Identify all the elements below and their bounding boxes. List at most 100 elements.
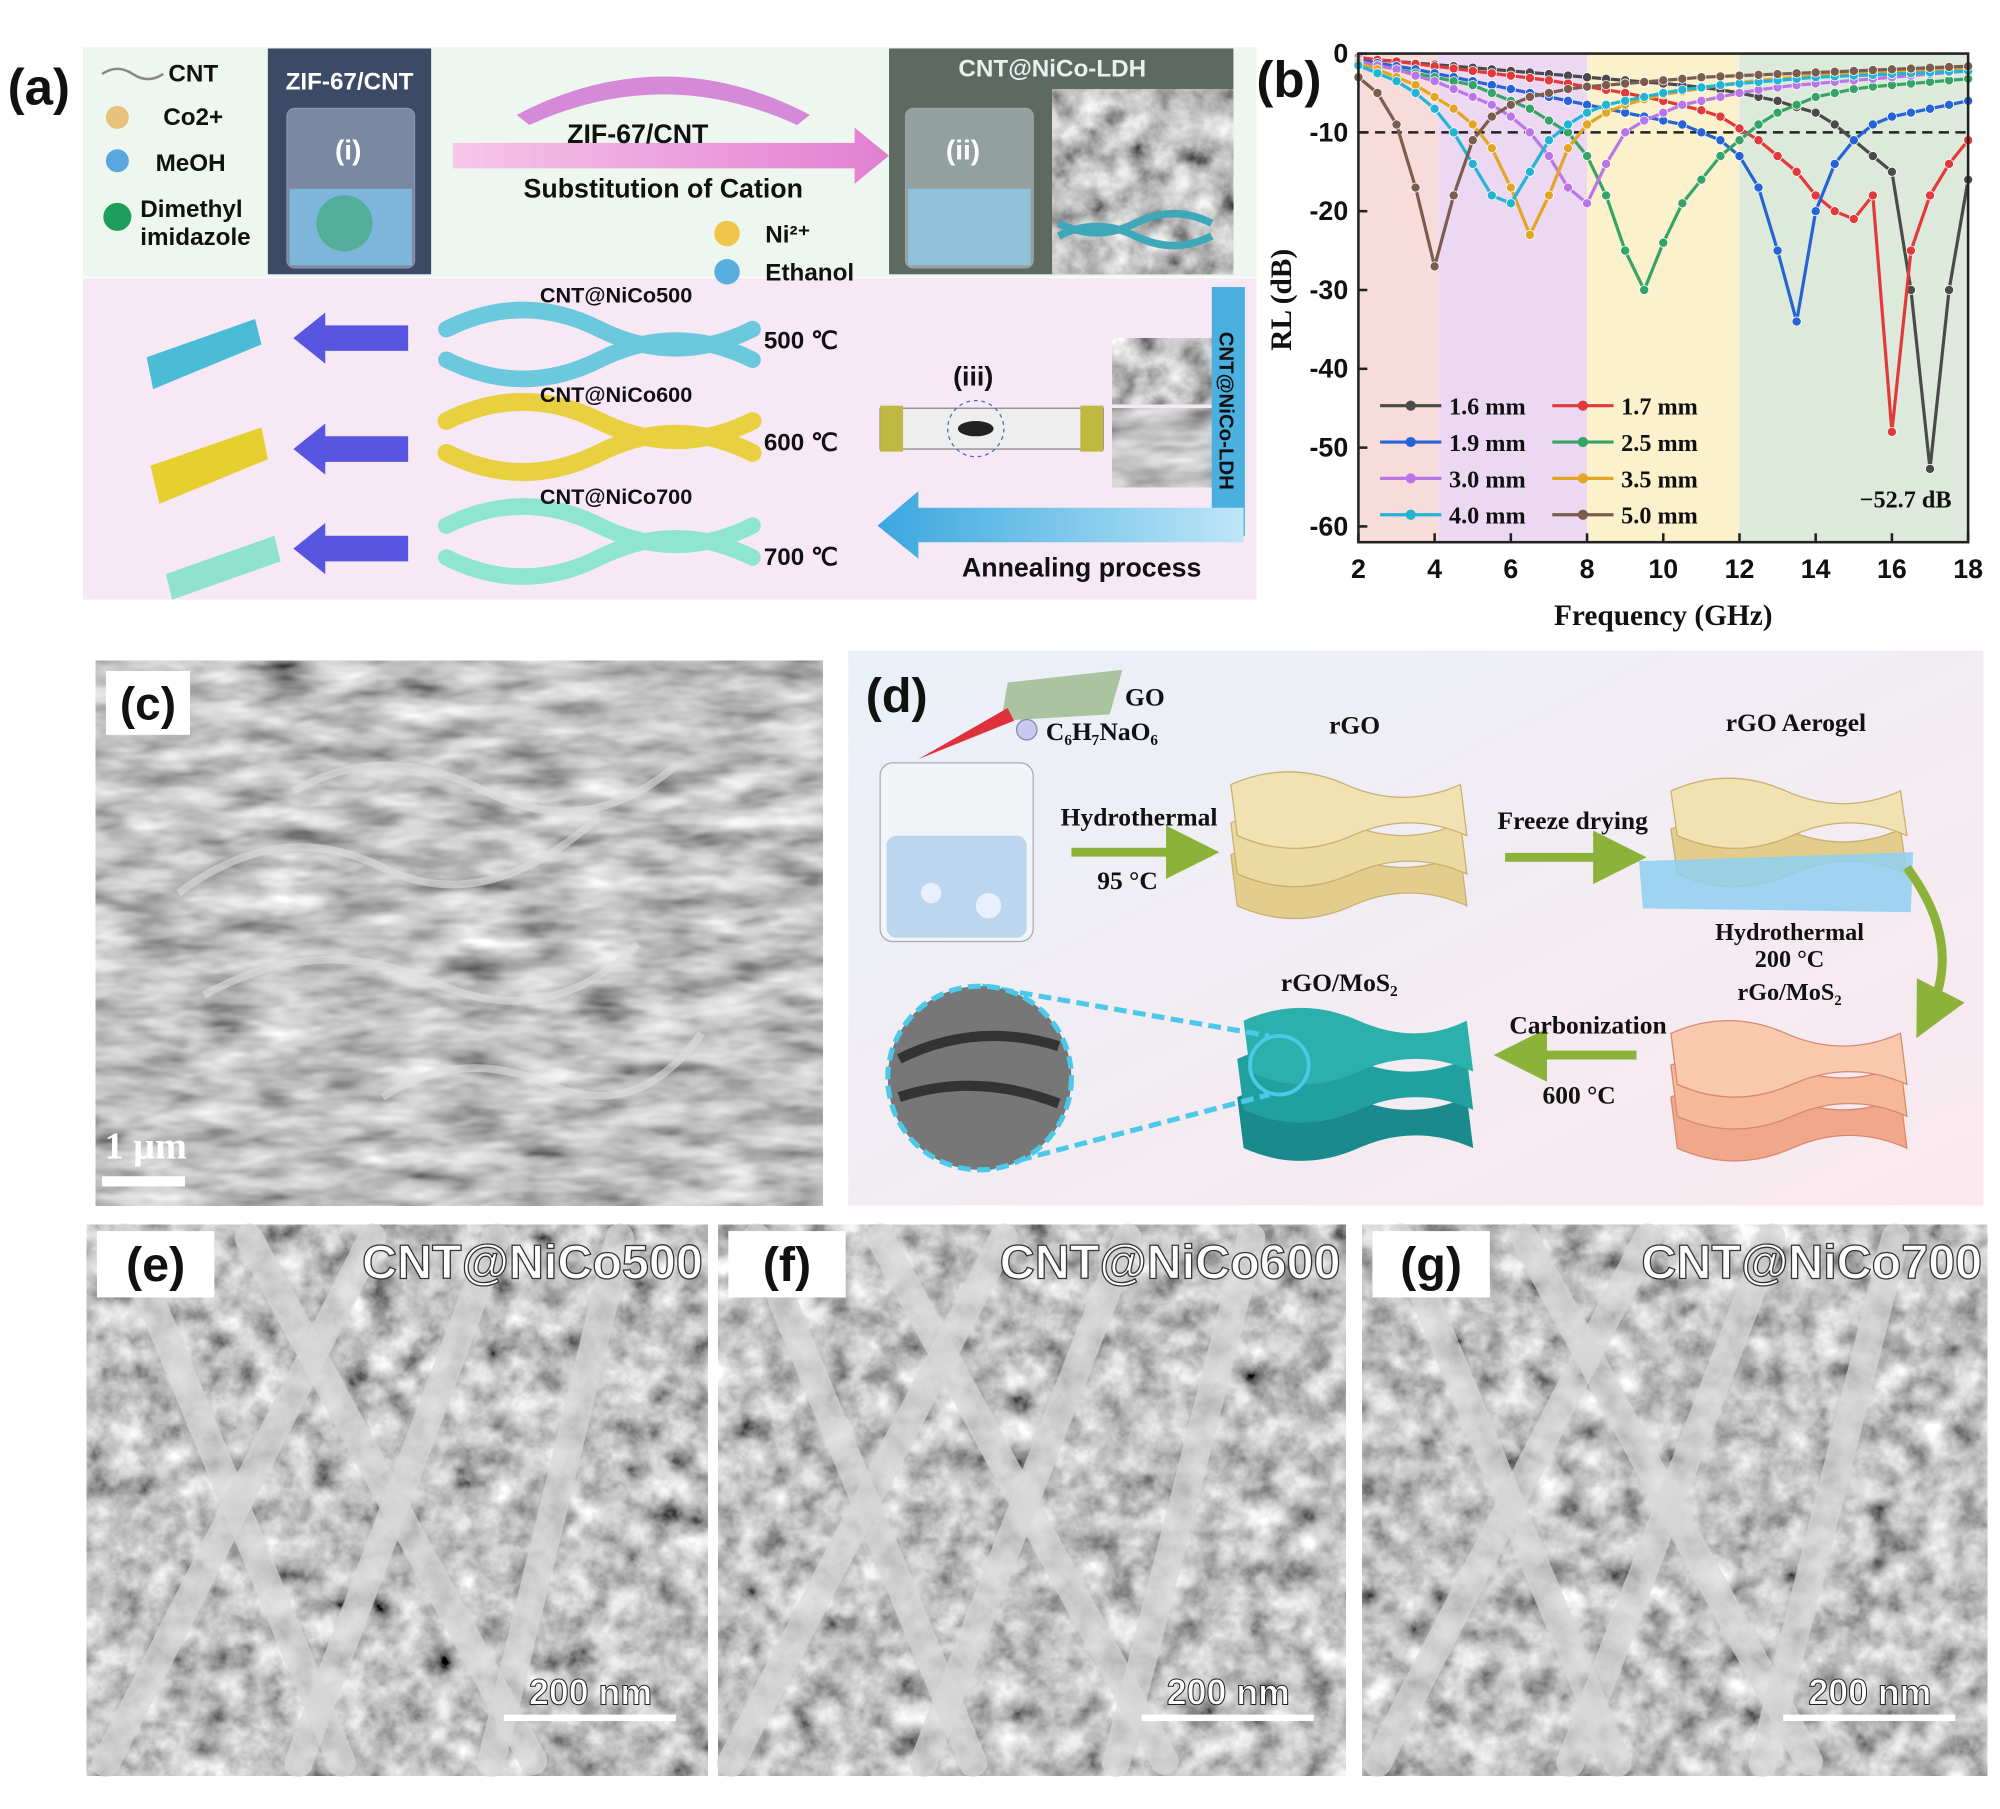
bubble [975,893,1002,919]
reagent: GO [1125,682,1165,711]
magnified-view [885,983,1074,1173]
tube-fragment [165,535,281,600]
process-label: Carbonization [1509,1010,1666,1039]
data-point [1582,151,1593,162]
process-label: Freeze drying [1498,806,1649,835]
nanotube [716,1223,1018,1778]
data-point [1848,65,1859,76]
data-point [1867,65,1878,76]
data-point [1696,105,1707,116]
data-point [1715,71,1726,82]
data-point [1867,190,1878,201]
ni-icon [714,220,740,247]
data-point [1620,95,1631,106]
data-point [1448,103,1459,114]
data-point [1486,68,1497,79]
legend-marker [1405,400,1416,411]
legend-marker [1405,473,1416,484]
data-point [1677,99,1688,110]
ldh-tube [1056,209,1214,250]
data-point [1772,151,1783,162]
data-point [1601,158,1612,169]
step-marker: (i) [335,134,361,165]
data-point [1543,190,1554,201]
tube [438,498,761,585]
data-point [1601,99,1612,110]
data-point [1696,174,1707,185]
panel-a: (a) CNT Co2+ MeOH Dimethyl imidazole ZIF… [8,47,1257,600]
zoom-circle [947,399,1005,458]
data-point [1582,107,1593,118]
sample-rows: CNT@NiCo500 CNT@NiCo600 CNT@NiCo700 500 … [146,282,838,600]
data-point [1410,70,1421,81]
step-title: CNT@NiCo-LDH [958,56,1146,83]
sheet [1230,771,1468,850]
process-label: Hydrothermal [1715,919,1864,946]
annotation: −52.7 dB [1860,487,1952,514]
ethanol-icon [714,258,740,285]
legend-icon-imidazole [103,202,132,231]
data-point [1524,73,1535,83]
data-point [1467,119,1478,130]
data-point [1715,80,1726,91]
data-point [1734,70,1745,81]
data-point [1810,67,1821,78]
zoom-link [981,983,1270,1173]
data-point [1696,82,1707,93]
step-marker: (iii) [953,361,993,391]
data-point [1620,127,1631,138]
data-point [1543,135,1554,146]
data-point [1905,245,1916,256]
data-point [1715,151,1726,162]
data-point [1467,80,1478,91]
data-point [1905,63,1916,74]
sample-boat [957,420,994,437]
y-tick-label: -60 [1310,511,1349,541]
side-label: CNT@NiCo-LDH [1214,332,1236,490]
data-point [1582,72,1593,83]
data-point [1524,229,1535,240]
data-point [1391,119,1402,130]
temperature: 200 °C [1755,946,1825,973]
bubble [920,882,942,904]
panel-label: (e) [126,1238,185,1292]
data-point [1772,107,1783,118]
data-point [1524,103,1535,114]
data-point [1944,99,1955,110]
data-point [1429,261,1440,272]
sheet [1670,777,1908,850]
data-point [1753,135,1764,146]
data-point [1810,190,1821,201]
side-bar [1211,287,1245,536]
y-tick-label: 0 [1333,39,1348,69]
panel-label: (b) [1256,51,1321,108]
scale-bar [503,1714,677,1721]
x-axis-label: Frequency (GHz) [1554,600,1773,632]
data-point [1829,206,1840,217]
data-point [1734,151,1745,162]
data-point [1620,245,1631,256]
data-point [1639,285,1650,295]
scale-bar [1783,1714,1956,1721]
legend-marker [1577,436,1589,448]
legend-marker [1577,509,1589,520]
data-point [1925,463,1935,474]
legend-icon-co [105,105,129,129]
data-point [1505,84,1516,95]
y-axis-label: RL (dB) [1266,249,1298,351]
legend-icon-cnt [101,67,164,81]
legend-label: 1.9 mm [1449,430,1526,457]
y-tick-label: -20 [1310,196,1349,226]
data-point [1372,68,1383,79]
temperature: 500 ℃ [764,327,838,354]
panel-d: (d) GO C₆H₇NaO₆ Hydrothermal 95 °C rGO F… [848,650,1984,1206]
y-tick-label: -10 [1310,117,1349,147]
legend-label: 3.5 mm [1621,466,1698,493]
data-point [1925,103,1935,114]
furnace-cap [880,405,904,452]
data-point [1582,81,1593,92]
pore [896,1030,1061,1109]
nanotube [909,1223,1142,1778]
sample-name: CNT@NiCo700 [540,484,692,509]
legend-label: 5.0 mm [1621,503,1698,530]
